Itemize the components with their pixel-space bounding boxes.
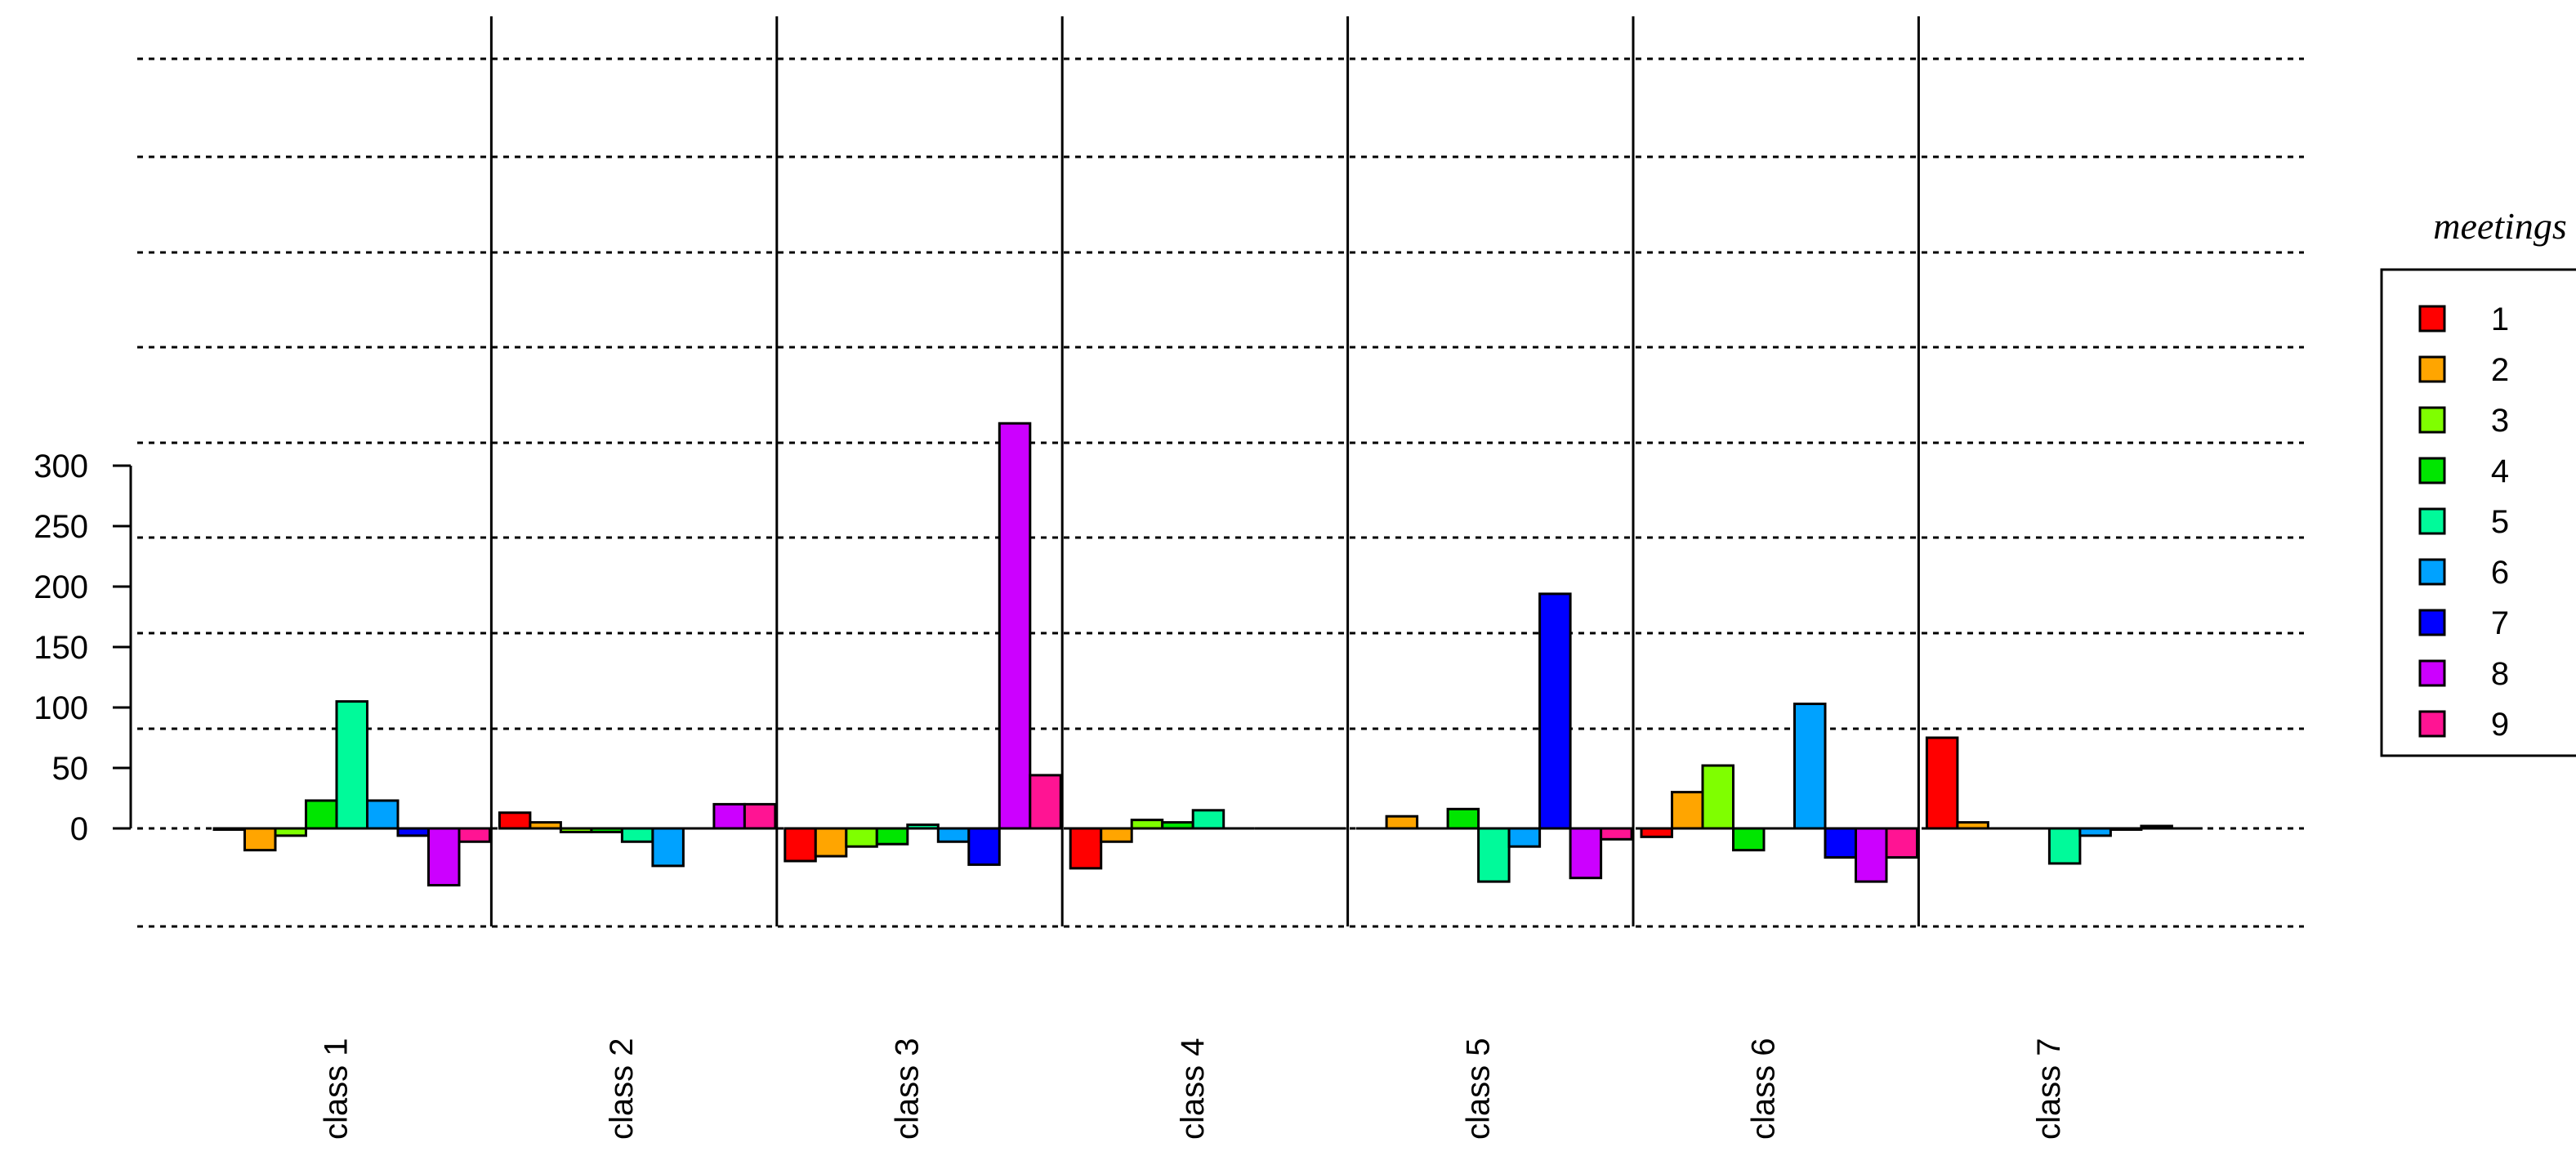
bar	[458, 827, 491, 843]
grid-lines	[137, 57, 2304, 928]
legend-swatch	[2418, 710, 2446, 738]
bar	[274, 827, 307, 837]
bar	[529, 821, 562, 830]
bar	[305, 799, 338, 830]
bar	[212, 827, 246, 831]
legend-swatch	[2418, 507, 2446, 535]
class-label: class 5	[1460, 1038, 1496, 1140]
legend-label: 8	[2491, 656, 2509, 692]
class-label: class 1	[319, 1038, 355, 1140]
legend-label: 1	[2491, 301, 2509, 337]
bar	[814, 827, 848, 858]
bar	[743, 802, 777, 830]
bar	[1446, 807, 1480, 830]
bar	[1100, 827, 1133, 843]
y-tick-label: 200	[33, 569, 88, 605]
legend-swatch	[2418, 558, 2446, 586]
bar	[2047, 827, 2082, 865]
bar	[1925, 736, 1959, 830]
legend-swatch	[2418, 305, 2446, 333]
bar	[620, 827, 654, 843]
bar	[1701, 764, 1734, 830]
class-label: class 3	[890, 1038, 926, 1140]
legend-label: 3	[2491, 403, 2509, 439]
bar	[1191, 809, 1225, 830]
bar	[1640, 827, 1673, 838]
bar	[784, 827, 817, 863]
bar	[906, 823, 940, 830]
legend-items: 1 2 3 4 5 6 7 8 9	[2418, 301, 2509, 743]
bar	[845, 827, 878, 848]
y-tick-label: 250	[33, 509, 88, 545]
legend-label: 4	[2491, 453, 2509, 489]
class-label: class 7	[2031, 1038, 2067, 1140]
legend-swatch	[2418, 659, 2446, 687]
bar	[1824, 827, 1857, 859]
bar	[2140, 824, 2173, 830]
bar	[1793, 703, 1827, 830]
legend-box	[2380, 268, 2576, 757]
bar	[1956, 821, 1989, 830]
legend-label: 9	[2491, 707, 2509, 743]
bar	[998, 422, 1032, 830]
y-tick-label: 0	[70, 811, 88, 847]
bar	[1507, 827, 1542, 848]
bar	[1600, 827, 1633, 841]
bar	[1732, 827, 1766, 852]
bar	[396, 827, 430, 837]
bar	[590, 827, 623, 833]
class-separators	[489, 16, 1920, 926]
bar	[875, 827, 909, 846]
legend-label: 2	[2491, 352, 2509, 388]
legend-swatch	[2418, 457, 2446, 484]
bar	[335, 700, 368, 830]
legend: meetings 1 2 3 4 5 6 7 8 9	[2380, 205, 2576, 757]
bar	[366, 799, 400, 830]
bar	[1538, 592, 1572, 830]
bar	[1130, 819, 1164, 830]
bar	[2109, 827, 2143, 831]
class-label: class 4	[1175, 1038, 1211, 1140]
bar	[498, 811, 532, 830]
bar	[1069, 827, 1103, 870]
bar	[1029, 774, 1062, 830]
bar	[712, 802, 746, 830]
legend-swatch	[2418, 406, 2446, 434]
class-label: class 6	[1746, 1038, 1782, 1140]
legend-label: 7	[2491, 605, 2509, 641]
bar	[1161, 821, 1194, 830]
bar	[967, 827, 1001, 866]
y-tick-label: 150	[33, 630, 88, 666]
class-labels: class 1 class 2 class 3 class 4 class 5 class…	[319, 1038, 2067, 1140]
bar	[2078, 827, 2112, 837]
bar	[1385, 815, 1419, 830]
bar	[936, 827, 971, 843]
y-axis: 0 50 100 150 200 250 300	[33, 449, 132, 847]
y-tick-label: 50	[52, 751, 89, 787]
legend-swatch	[2418, 609, 2446, 636]
legend-title: meetings	[2433, 205, 2567, 247]
bar	[243, 827, 277, 852]
bar	[1855, 827, 1888, 883]
bar	[559, 827, 593, 833]
y-tick-label: 100	[33, 690, 88, 726]
bar	[1569, 827, 1603, 880]
bar	[1885, 827, 1918, 859]
y-tick-label: 300	[33, 449, 88, 484]
bar	[651, 827, 685, 868]
legend-swatch	[2418, 355, 2446, 383]
bar	[1477, 827, 1511, 883]
legend-label: 6	[2491, 555, 2509, 591]
bar	[1671, 791, 1704, 830]
legend-label: 5	[2491, 504, 2509, 540]
bar	[427, 827, 461, 887]
class-label: class 2	[604, 1038, 640, 1140]
bars	[212, 422, 2203, 887]
